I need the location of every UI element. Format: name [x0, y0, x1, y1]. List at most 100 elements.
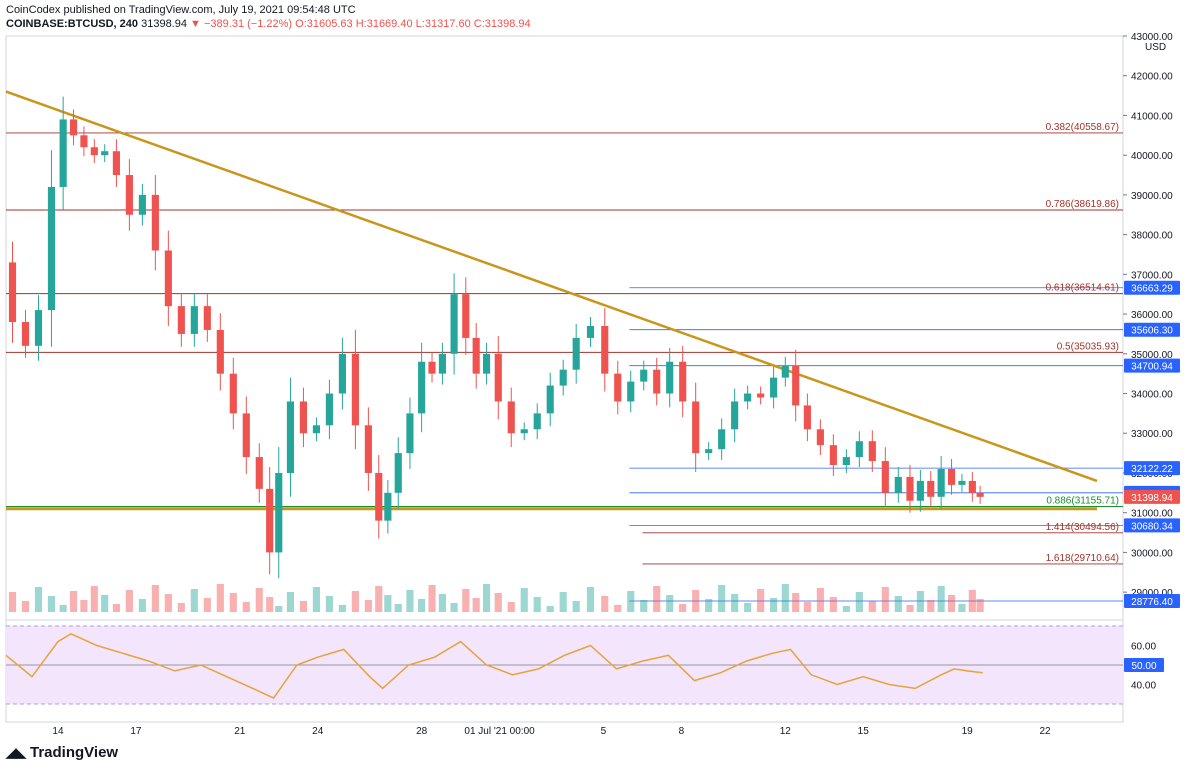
candle-body	[242, 413, 250, 458]
x-tick-label: 21	[234, 726, 246, 737]
candle-body	[546, 385, 554, 414]
x-tick-label: 28	[416, 726, 428, 737]
x-tick-label: 12	[780, 726, 792, 737]
volume-bar	[666, 595, 674, 612]
volume-bar	[614, 605, 622, 612]
volume-bar	[138, 599, 146, 612]
volume-bar	[520, 588, 528, 612]
volume-bar	[384, 595, 392, 612]
y-tick-label: 40000.00	[1131, 151, 1173, 162]
candle-body	[351, 353, 359, 426]
volume-bar	[781, 584, 789, 612]
fib-level-label: 1.414(30494.56)	[1046, 522, 1119, 533]
brand-name: TradingView	[30, 744, 119, 761]
fib-level-label: 0.786(38619.86)	[1046, 199, 1119, 210]
volume-bar	[731, 594, 739, 612]
volume-bar	[559, 592, 567, 612]
volume-bar	[968, 590, 976, 612]
y-tick-label: 33000.00	[1131, 429, 1173, 440]
candle-body	[450, 294, 458, 354]
volume-bar	[937, 586, 945, 612]
y-tick-label: 30000.00	[1131, 548, 1173, 559]
volume-bar	[312, 587, 320, 612]
price-tag-label: 34700.94	[1131, 362, 1173, 373]
candle-body	[190, 306, 198, 334]
fib-level-label: 1.618(29710.64)	[1046, 553, 1119, 564]
candle-body	[164, 250, 172, 307]
x-tick-label: 24	[312, 726, 324, 737]
volume-bar	[286, 592, 295, 612]
volume-bar	[47, 596, 56, 612]
symbol-ohlc-line: COINBASE:BTCUSD, 240 31398.94 ▼ −389.31 …	[6, 18, 531, 30]
candle-body	[744, 393, 752, 402]
volume-bar	[855, 592, 863, 612]
candle-body	[572, 337, 580, 370]
volume-bar	[80, 600, 88, 612]
candle-body	[586, 325, 595, 338]
candle-body	[125, 175, 133, 215]
x-tick-label: 22	[1040, 726, 1052, 737]
candle-body	[894, 476, 902, 493]
x-tick-label: 19	[962, 726, 974, 737]
volume-bar	[428, 585, 436, 612]
candle-body	[299, 401, 308, 434]
volume-bar	[958, 604, 966, 612]
volume-bar	[375, 586, 383, 612]
volume-bar	[494, 593, 502, 612]
candle-body	[394, 453, 402, 493]
candle-body	[203, 306, 211, 330]
candle-body	[90, 147, 98, 156]
volume-bar	[507, 602, 515, 612]
volume-bar	[640, 600, 648, 612]
volume-bar	[351, 591, 359, 612]
volume-bar	[947, 595, 956, 612]
y-tick-label: 35000.00	[1131, 350, 1173, 361]
descending-resistance-line	[5, 90, 1098, 483]
volume-bar	[572, 601, 580, 612]
volume-bar	[203, 598, 211, 612]
candle-body	[151, 194, 159, 251]
volume-bar	[216, 584, 224, 612]
y-tick-label: 42000.00	[1131, 72, 1173, 83]
candle-body	[757, 393, 765, 398]
candle-body	[255, 457, 263, 489]
volume-bar	[816, 588, 824, 612]
publisher-line: CoinCodex published on TradingView.com, …	[6, 4, 356, 16]
volume-bar	[394, 604, 402, 612]
volume-bar	[894, 596, 902, 612]
candle-body	[881, 461, 889, 493]
volume-bar	[21, 601, 30, 612]
volume-bar	[679, 604, 687, 612]
volume-bar	[881, 587, 889, 612]
candle-body	[627, 381, 635, 402]
volume-bar	[601, 596, 609, 612]
price-tag-label: 31398.94	[1131, 493, 1173, 504]
fib-level-label: 0.618(36514.61)	[1046, 283, 1119, 294]
candle-body	[375, 472, 383, 521]
rsi-tick-label: 60.00	[1131, 642, 1156, 653]
y-tick-label: 36000.00	[1131, 310, 1173, 321]
candle-body	[520, 429, 528, 434]
volume-bar	[792, 593, 800, 612]
candle-body	[559, 369, 567, 386]
price-tag	[1124, 461, 1180, 476]
volume-bar	[8, 592, 17, 612]
price-tag	[1124, 489, 1180, 504]
candle-body	[533, 413, 541, 430]
volume-bar	[418, 599, 426, 612]
candle-body	[507, 401, 515, 434]
volume-bar	[803, 602, 811, 612]
candle-body	[47, 186, 56, 311]
volume-bar	[177, 603, 185, 612]
y-tick-label: 37000.00	[1131, 270, 1173, 281]
y-tick-label: 41000.00	[1131, 111, 1173, 122]
y-tick-label: 39000.00	[1131, 191, 1173, 202]
candle-body	[266, 488, 274, 553]
candle-body	[406, 413, 414, 454]
candle-body	[947, 468, 956, 485]
x-tick-label: 5	[601, 726, 607, 737]
volume-bar	[101, 595, 109, 612]
price-tag	[1124, 518, 1180, 533]
volume-bar	[906, 605, 914, 612]
